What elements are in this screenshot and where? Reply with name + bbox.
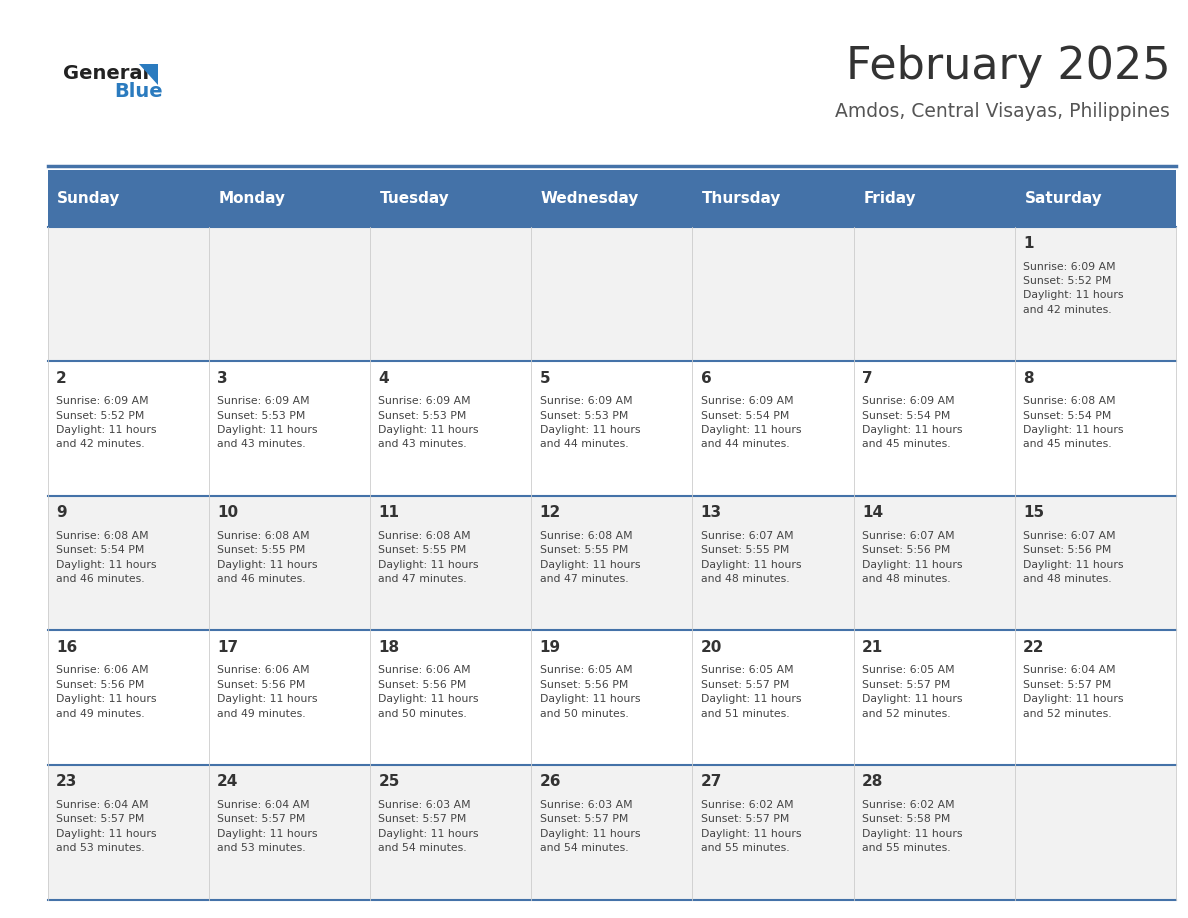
Text: Sunrise: 6:04 AM
Sunset: 5:57 PM
Daylight: 11 hours
and 53 minutes.: Sunrise: 6:04 AM Sunset: 5:57 PM Dayligh…	[217, 800, 317, 853]
Text: Sunrise: 6:07 AM
Sunset: 5:56 PM
Daylight: 11 hours
and 48 minutes.: Sunrise: 6:07 AM Sunset: 5:56 PM Dayligh…	[862, 531, 962, 584]
Text: Saturday: Saturday	[1024, 191, 1102, 206]
Text: 26: 26	[539, 774, 561, 789]
Text: Sunrise: 6:09 AM
Sunset: 5:52 PM
Daylight: 11 hours
and 42 minutes.: Sunrise: 6:09 AM Sunset: 5:52 PM Dayligh…	[56, 397, 157, 450]
Text: Sunrise: 6:08 AM
Sunset: 5:55 PM
Daylight: 11 hours
and 47 minutes.: Sunrise: 6:08 AM Sunset: 5:55 PM Dayligh…	[539, 531, 640, 584]
Polygon shape	[139, 64, 158, 85]
Text: 24: 24	[217, 774, 239, 789]
Text: Sunrise: 6:05 AM
Sunset: 5:57 PM
Daylight: 11 hours
and 52 minutes.: Sunrise: 6:05 AM Sunset: 5:57 PM Dayligh…	[862, 666, 962, 719]
Text: 17: 17	[217, 640, 238, 655]
Text: 27: 27	[701, 774, 722, 789]
Text: Sunrise: 6:06 AM
Sunset: 5:56 PM
Daylight: 11 hours
and 50 minutes.: Sunrise: 6:06 AM Sunset: 5:56 PM Dayligh…	[378, 666, 479, 719]
Text: Wednesday: Wednesday	[541, 191, 639, 206]
Text: 21: 21	[862, 640, 883, 655]
Bar	[48, 227, 1176, 362]
Text: 22: 22	[1023, 640, 1044, 655]
Text: Sunrise: 6:07 AM
Sunset: 5:56 PM
Daylight: 11 hours
and 48 minutes.: Sunrise: 6:07 AM Sunset: 5:56 PM Dayligh…	[1023, 531, 1124, 584]
Bar	[48, 765, 1176, 900]
Text: Sunrise: 6:09 AM
Sunset: 5:53 PM
Daylight: 11 hours
and 44 minutes.: Sunrise: 6:09 AM Sunset: 5:53 PM Dayligh…	[539, 397, 640, 450]
Text: Sunrise: 6:09 AM
Sunset: 5:54 PM
Daylight: 11 hours
and 44 minutes.: Sunrise: 6:09 AM Sunset: 5:54 PM Dayligh…	[701, 397, 801, 450]
Text: 4: 4	[378, 371, 388, 386]
Text: Sunrise: 6:02 AM
Sunset: 5:57 PM
Daylight: 11 hours
and 55 minutes.: Sunrise: 6:02 AM Sunset: 5:57 PM Dayligh…	[701, 800, 801, 853]
Text: Sunrise: 6:06 AM
Sunset: 5:56 PM
Daylight: 11 hours
and 49 minutes.: Sunrise: 6:06 AM Sunset: 5:56 PM Dayligh…	[56, 666, 157, 719]
Text: 9: 9	[56, 505, 67, 521]
Text: Sunrise: 6:03 AM
Sunset: 5:57 PM
Daylight: 11 hours
and 54 minutes.: Sunrise: 6:03 AM Sunset: 5:57 PM Dayligh…	[378, 800, 479, 853]
Text: Sunrise: 6:02 AM
Sunset: 5:58 PM
Daylight: 11 hours
and 55 minutes.: Sunrise: 6:02 AM Sunset: 5:58 PM Dayligh…	[862, 800, 962, 853]
Text: Monday: Monday	[219, 191, 285, 206]
Text: Friday: Friday	[864, 191, 916, 206]
Text: Sunrise: 6:08 AM
Sunset: 5:55 PM
Daylight: 11 hours
and 47 minutes.: Sunrise: 6:08 AM Sunset: 5:55 PM Dayligh…	[378, 531, 479, 584]
Text: 13: 13	[701, 505, 722, 521]
Text: Sunrise: 6:08 AM
Sunset: 5:54 PM
Daylight: 11 hours
and 46 minutes.: Sunrise: 6:08 AM Sunset: 5:54 PM Dayligh…	[56, 531, 157, 584]
Text: Sunrise: 6:09 AM
Sunset: 5:52 PM
Daylight: 11 hours
and 42 minutes.: Sunrise: 6:09 AM Sunset: 5:52 PM Dayligh…	[1023, 262, 1124, 315]
Text: February 2025: February 2025	[846, 45, 1170, 87]
Text: Sunrise: 6:03 AM
Sunset: 5:57 PM
Daylight: 11 hours
and 54 minutes.: Sunrise: 6:03 AM Sunset: 5:57 PM Dayligh…	[539, 800, 640, 853]
Bar	[48, 362, 1176, 496]
Text: 5: 5	[539, 371, 550, 386]
Text: 1: 1	[1023, 236, 1034, 251]
Text: Sunrise: 6:05 AM
Sunset: 5:57 PM
Daylight: 11 hours
and 51 minutes.: Sunrise: 6:05 AM Sunset: 5:57 PM Dayligh…	[701, 666, 801, 719]
Text: 15: 15	[1023, 505, 1044, 521]
Text: Sunrise: 6:04 AM
Sunset: 5:57 PM
Daylight: 11 hours
and 53 minutes.: Sunrise: 6:04 AM Sunset: 5:57 PM Dayligh…	[56, 800, 157, 853]
Text: Thursday: Thursday	[702, 191, 782, 206]
Text: Sunrise: 6:07 AM
Sunset: 5:55 PM
Daylight: 11 hours
and 48 minutes.: Sunrise: 6:07 AM Sunset: 5:55 PM Dayligh…	[701, 531, 801, 584]
Text: 16: 16	[56, 640, 77, 655]
Text: 14: 14	[862, 505, 883, 521]
Text: 11: 11	[378, 505, 399, 521]
Text: 28: 28	[862, 774, 884, 789]
Bar	[48, 170, 1176, 227]
Text: Amdos, Central Visayas, Philippines: Amdos, Central Visayas, Philippines	[835, 103, 1170, 121]
Text: Tuesday: Tuesday	[379, 191, 449, 206]
Text: 7: 7	[862, 371, 873, 386]
Bar	[48, 496, 1176, 631]
Text: Sunrise: 6:05 AM
Sunset: 5:56 PM
Daylight: 11 hours
and 50 minutes.: Sunrise: 6:05 AM Sunset: 5:56 PM Dayligh…	[539, 666, 640, 719]
Text: Sunrise: 6:09 AM
Sunset: 5:53 PM
Daylight: 11 hours
and 43 minutes.: Sunrise: 6:09 AM Sunset: 5:53 PM Dayligh…	[378, 397, 479, 450]
Text: Sunday: Sunday	[57, 191, 120, 206]
Text: Sunrise: 6:08 AM
Sunset: 5:55 PM
Daylight: 11 hours
and 46 minutes.: Sunrise: 6:08 AM Sunset: 5:55 PM Dayligh…	[217, 531, 317, 584]
Text: 3: 3	[217, 371, 228, 386]
Text: Sunrise: 6:08 AM
Sunset: 5:54 PM
Daylight: 11 hours
and 45 minutes.: Sunrise: 6:08 AM Sunset: 5:54 PM Dayligh…	[1023, 397, 1124, 450]
Text: Blue: Blue	[114, 83, 163, 101]
Text: 10: 10	[217, 505, 238, 521]
Bar	[48, 631, 1176, 765]
Text: Sunrise: 6:09 AM
Sunset: 5:54 PM
Daylight: 11 hours
and 45 minutes.: Sunrise: 6:09 AM Sunset: 5:54 PM Dayligh…	[862, 397, 962, 450]
Text: 8: 8	[1023, 371, 1034, 386]
Text: 18: 18	[378, 640, 399, 655]
Text: 6: 6	[701, 371, 712, 386]
Text: General: General	[63, 64, 148, 83]
Text: 19: 19	[539, 640, 561, 655]
Text: 25: 25	[378, 774, 399, 789]
Text: 2: 2	[56, 371, 67, 386]
Text: 20: 20	[701, 640, 722, 655]
Text: Sunrise: 6:09 AM
Sunset: 5:53 PM
Daylight: 11 hours
and 43 minutes.: Sunrise: 6:09 AM Sunset: 5:53 PM Dayligh…	[217, 397, 317, 450]
Text: 23: 23	[56, 774, 77, 789]
Text: Sunrise: 6:06 AM
Sunset: 5:56 PM
Daylight: 11 hours
and 49 minutes.: Sunrise: 6:06 AM Sunset: 5:56 PM Dayligh…	[217, 666, 317, 719]
Text: 12: 12	[539, 505, 561, 521]
Text: Sunrise: 6:04 AM
Sunset: 5:57 PM
Daylight: 11 hours
and 52 minutes.: Sunrise: 6:04 AM Sunset: 5:57 PM Dayligh…	[1023, 666, 1124, 719]
